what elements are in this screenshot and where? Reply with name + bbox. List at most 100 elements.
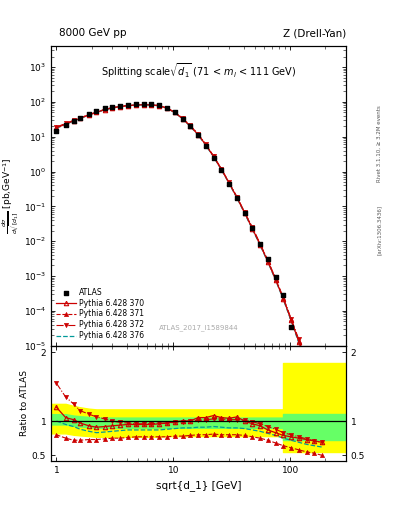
ATLAS: [195, 131, 201, 139]
Pythia 6.428 370: [173, 110, 177, 116]
Text: 8000 GeV pp: 8000 GeV pp: [59, 28, 127, 38]
Pythia 6.428 371: [227, 180, 231, 186]
ATLAS: [102, 104, 108, 113]
Line: Pythia 6.428 370: Pythia 6.428 370: [54, 102, 324, 416]
ATLAS: [234, 194, 240, 202]
Pythia 6.428 371: [219, 166, 224, 172]
Pythia 6.428 370: [149, 102, 154, 108]
Pythia 6.428 372: [78, 115, 83, 121]
Pythia 6.428 372: [149, 101, 154, 108]
Pythia 6.428 371: [188, 123, 193, 129]
Pythia 6.428 376: [94, 110, 99, 116]
Pythia 6.428 376: [126, 102, 130, 109]
Text: [arXiv:1306.3436]: [arXiv:1306.3436]: [377, 205, 382, 255]
Pythia 6.428 376: [227, 180, 231, 186]
Pythia 6.428 376: [188, 123, 193, 130]
Pythia 6.428 371: [266, 258, 270, 264]
Pythia 6.428 376: [157, 103, 162, 109]
Pythia 6.428 371: [103, 106, 107, 113]
Pythia 6.428 376: [71, 118, 76, 124]
Pythia 6.428 376: [250, 226, 255, 232]
Pythia 6.428 370: [63, 121, 68, 127]
Pythia 6.428 370: [118, 103, 122, 110]
Pythia 6.428 370: [320, 411, 324, 417]
Pythia 6.428 372: [258, 241, 263, 247]
Pythia 6.428 371: [157, 102, 162, 109]
Pythia 6.428 370: [281, 296, 286, 302]
Pythia 6.428 371: [110, 105, 114, 111]
Pythia 6.428 376: [54, 125, 59, 131]
Pythia 6.428 371: [94, 109, 99, 115]
ATLAS: [288, 323, 294, 331]
Pythia 6.428 370: [157, 103, 162, 109]
Pythia 6.428 372: [86, 112, 91, 118]
Pythia 6.428 371: [126, 102, 130, 109]
Pythia 6.428 376: [320, 412, 324, 418]
Pythia 6.428 371: [180, 115, 185, 121]
Pythia 6.428 370: [273, 276, 278, 283]
ATLAS: [86, 110, 92, 118]
Pythia 6.428 372: [110, 104, 114, 111]
Pythia 6.428 372: [320, 408, 324, 414]
Pythia 6.428 370: [296, 338, 301, 345]
Pythia 6.428 372: [173, 109, 177, 115]
ATLAS: [179, 115, 185, 123]
ATLAS: [133, 100, 139, 109]
Pythia 6.428 376: [304, 363, 309, 369]
Pythia 6.428 371: [149, 102, 154, 108]
Legend: ATLAS, Pythia 6.428 370, Pythia 6.428 371, Pythia 6.428 372, Pythia 6.428 376: ATLAS, Pythia 6.428 370, Pythia 6.428 37…: [55, 286, 145, 342]
ATLAS: [53, 126, 60, 135]
Pythia 6.428 376: [266, 259, 270, 265]
Pythia 6.428 376: [103, 106, 107, 113]
Pythia 6.428 370: [204, 142, 208, 148]
Line: Pythia 6.428 371: Pythia 6.428 371: [54, 102, 324, 415]
Pythia 6.428 376: [219, 167, 224, 173]
Pythia 6.428 370: [134, 102, 138, 108]
Pythia 6.428 372: [71, 117, 76, 123]
Pythia 6.428 376: [78, 115, 83, 121]
Pythia 6.428 370: [242, 210, 247, 216]
Pythia 6.428 372: [250, 224, 255, 230]
Pythia 6.428 370: [196, 132, 200, 138]
Pythia 6.428 376: [141, 102, 146, 108]
ATLAS: [156, 101, 162, 110]
ATLAS: [249, 224, 255, 232]
Pythia 6.428 370: [94, 109, 99, 115]
ATLAS: [109, 103, 115, 111]
Pythia 6.428 371: [273, 276, 278, 282]
Pythia 6.428 372: [118, 103, 122, 110]
Pythia 6.428 370: [110, 105, 114, 111]
Pythia 6.428 376: [118, 103, 122, 110]
ATLAS: [117, 101, 123, 110]
Pythia 6.428 376: [312, 387, 317, 393]
Pythia 6.428 372: [141, 101, 146, 108]
Pythia 6.428 376: [196, 132, 200, 138]
Pythia 6.428 376: [296, 340, 301, 346]
Pythia 6.428 370: [227, 180, 231, 186]
Pythia 6.428 370: [86, 112, 91, 118]
Pythia 6.428 376: [149, 102, 154, 108]
Pythia 6.428 370: [250, 225, 255, 231]
Pythia 6.428 372: [211, 153, 216, 159]
ATLAS: [226, 180, 232, 188]
Pythia 6.428 370: [304, 362, 309, 368]
Pythia 6.428 372: [157, 102, 162, 109]
Pythia 6.428 376: [258, 242, 263, 248]
Pythia 6.428 372: [164, 105, 169, 111]
ATLAS: [148, 100, 154, 108]
Pythia 6.428 371: [204, 142, 208, 148]
ATLAS: [62, 121, 69, 129]
Pythia 6.428 372: [289, 315, 294, 322]
Pythia 6.428 370: [103, 106, 107, 113]
Pythia 6.428 372: [94, 109, 99, 115]
Pythia 6.428 376: [273, 277, 278, 283]
Pythia 6.428 376: [242, 210, 247, 217]
Pythia 6.428 371: [211, 153, 216, 159]
ATLAS: [280, 291, 286, 300]
Pythia 6.428 376: [164, 105, 169, 111]
ATLAS: [141, 100, 147, 108]
Pythia 6.428 371: [164, 105, 169, 111]
Pythia 6.428 372: [103, 106, 107, 113]
ATLAS: [125, 101, 131, 109]
ATLAS: [77, 114, 83, 122]
